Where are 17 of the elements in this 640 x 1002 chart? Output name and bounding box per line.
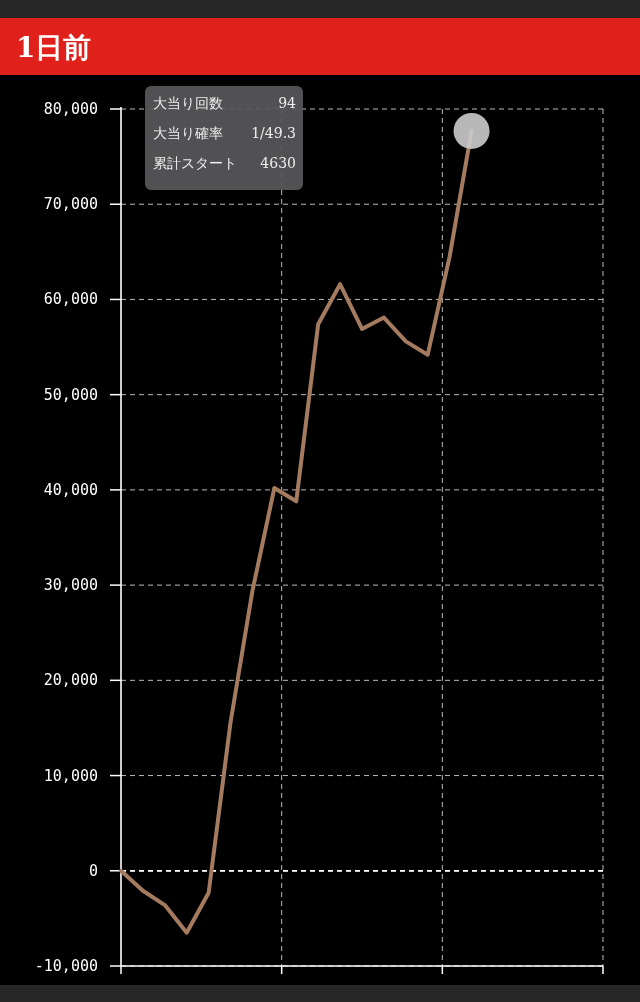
y-tick-label: 80,000 bbox=[43, 100, 98, 118]
y-tick-label: 0 bbox=[88, 861, 98, 880]
y-tick-label: 50,000 bbox=[43, 385, 98, 404]
y-tick-label: 20,000 bbox=[43, 671, 98, 690]
y-tick-label: 40,000 bbox=[43, 480, 98, 499]
y-tick-label: 60,000 bbox=[43, 290, 98, 309]
annotation: 4630 bbox=[260, 155, 296, 171]
annotation: 大当り回数 bbox=[153, 95, 223, 111]
annotation: 94 bbox=[278, 95, 297, 111]
annotation: 大当り確率 bbox=[153, 125, 223, 141]
chart-title: 1日前 bbox=[16, 31, 92, 64]
y-tick-label: -10,000 bbox=[34, 957, 98, 975]
y-tick-label: 70,000 bbox=[43, 195, 98, 214]
annotation: 累計スタート bbox=[153, 155, 237, 171]
annotation: 1/49.3 bbox=[251, 125, 296, 141]
y-tick-label: 10,000 bbox=[43, 766, 98, 785]
y-tick-label: 30,000 bbox=[43, 576, 98, 595]
